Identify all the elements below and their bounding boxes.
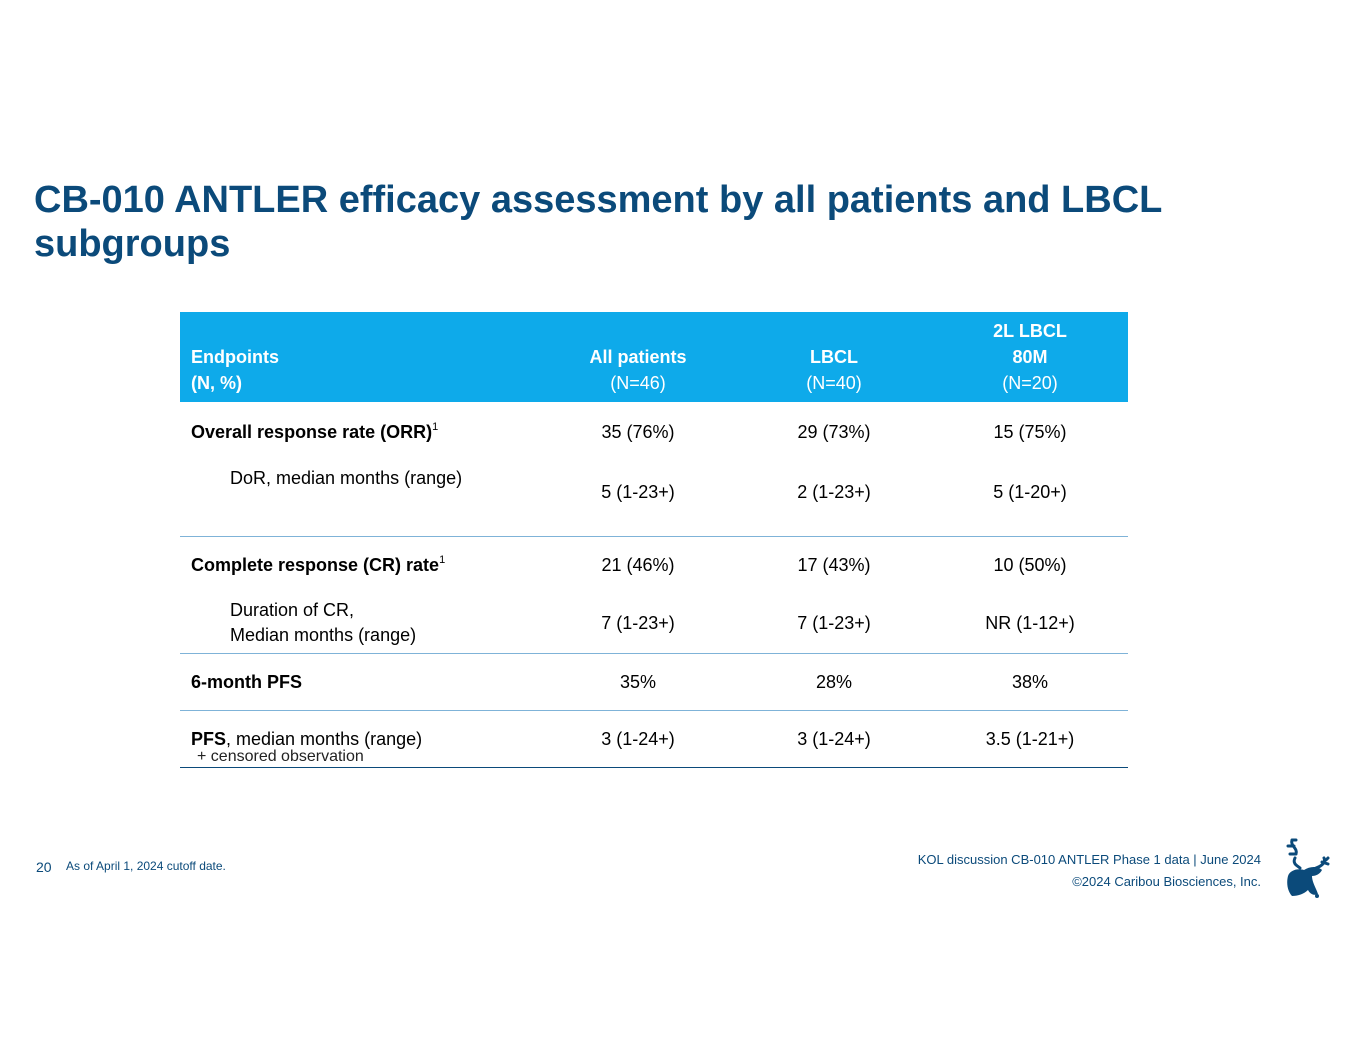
row-label-text: Overall response rate (ORR) — [191, 421, 433, 442]
row-label: Overall response rate (ORR)1 — [180, 402, 540, 460]
footnote-marker: 1 — [439, 553, 446, 566]
cell-all-patients: 35 (76%) — [601, 421, 675, 442]
row-label-line2: Median months (range) — [230, 625, 417, 645]
cell-lbcl: 2 (1-23+) — [736, 460, 932, 537]
cutoff-note: As of April 1, 2024 cutoff date. — [66, 859, 226, 873]
table-row-cr: Complete response (CR) rate1 21 (46%) 17… — [180, 537, 1128, 594]
cell-all-patients: 21 (46%) — [601, 554, 675, 575]
efficacy-table: Endpoints (N, %) All patients (N=46) LBC… — [180, 312, 1128, 768]
cell-lbcl: 28% — [736, 653, 932, 711]
row-label: PFS, median months (range) — [180, 710, 540, 768]
cell-lbcl: 3 (1-24+) — [736, 710, 932, 768]
cell-all-patients: 7 (1-23+) — [540, 593, 736, 654]
table-row-pfs-median: PFS, median months (range) 3 (1-24+) 3 (… — [180, 710, 1128, 768]
cell-all-patients: 35% — [540, 653, 736, 711]
censored-footnote: + censored observation — [197, 748, 364, 765]
cell-2l-lbcl: 38% — [932, 653, 1128, 711]
header-2l-lbcl: 2L LBCL 80M (N=20) — [932, 312, 1128, 402]
cell-2l-lbcl: NR (1-12+) — [932, 593, 1128, 654]
cell-2l-lbcl: 10 (50%) — [993, 554, 1067, 575]
row-label-bold: PFS — [191, 728, 227, 749]
cell-all-patients: 5 (1-23+) — [540, 460, 736, 537]
page-title: CB-010 ANTLER efficacy assessment by all… — [34, 179, 1162, 265]
cell-2l-lbcl: 3.5 (1-21+) — [932, 710, 1128, 768]
header-endpoints-label: Endpoints — [191, 347, 279, 367]
row-label: Complete response (CR) rate1 — [180, 537, 540, 594]
header-lbcl: LBCL (N=40) — [736, 312, 932, 402]
cell-lbcl: 29 (73%) — [797, 421, 871, 442]
cell-2l-lbcl: 5 (1-20+) — [932, 460, 1128, 537]
header-all-patients: All patients (N=46) — [540, 312, 736, 402]
efficacy-table-container: Endpoints (N, %) All patients (N=46) LBC… — [180, 312, 1128, 768]
header-all-patients-label: All patients — [589, 347, 687, 367]
row-label-rest: , median months (range) — [226, 728, 423, 749]
header-2l-lbcl-n: (N=20) — [1002, 373, 1058, 393]
table-row-duration-cr: Duration of CR, Median months (range) 7 … — [180, 593, 1128, 654]
header-2l-lbcl-dose: 80M — [1012, 347, 1048, 367]
cell-all-patients: 3 (1-24+) — [540, 710, 736, 768]
header-lbcl-label: LBCL — [810, 347, 858, 367]
table-row-6-month-pfs: 6-month PFS 35% 28% 38% — [180, 653, 1128, 711]
cell-lbcl: 7 (1-23+) — [736, 593, 932, 654]
row-label-line1: Duration of CR, — [230, 600, 355, 620]
cell-2l-lbcl: 15 (75%) — [993, 421, 1067, 442]
row-label: Duration of CR, Median months (range) — [180, 593, 540, 654]
header-lbcl-n: (N=40) — [806, 373, 862, 393]
page-number: 20 — [36, 859, 52, 875]
table-row-dor: DoR, median months (range) 5 (1-23+) 2 (… — [180, 460, 1128, 537]
header-endpoints-unit: (N, %) — [191, 373, 242, 393]
row-label-text: Complete response (CR) rate — [191, 554, 440, 575]
footer-event: KOL discussion CB-010 ANTLER Phase 1 dat… — [917, 852, 1261, 867]
footer: KOL discussion CB-010 ANTLER Phase 1 dat… — [918, 849, 1261, 893]
table-row-orr: Overall response rate (ORR)1 35 (76%) 29… — [180, 402, 1128, 460]
caribou-logo-icon — [1286, 838, 1330, 898]
table-header-row: Endpoints (N, %) All patients (N=46) LBC… — [180, 312, 1128, 402]
header-all-patients-n: (N=46) — [610, 373, 666, 393]
footer-copyright: ©2024 Caribou Biosciences, Inc. — [1072, 874, 1261, 889]
header-endpoints: Endpoints (N, %) — [180, 312, 540, 402]
row-label: DoR, median months (range) — [180, 460, 540, 537]
header-2l-lbcl-label: 2L LBCL — [993, 321, 1067, 341]
footnote-marker: 1 — [432, 420, 439, 433]
cell-lbcl: 17 (43%) — [797, 554, 871, 575]
row-label: 6-month PFS — [180, 653, 540, 711]
